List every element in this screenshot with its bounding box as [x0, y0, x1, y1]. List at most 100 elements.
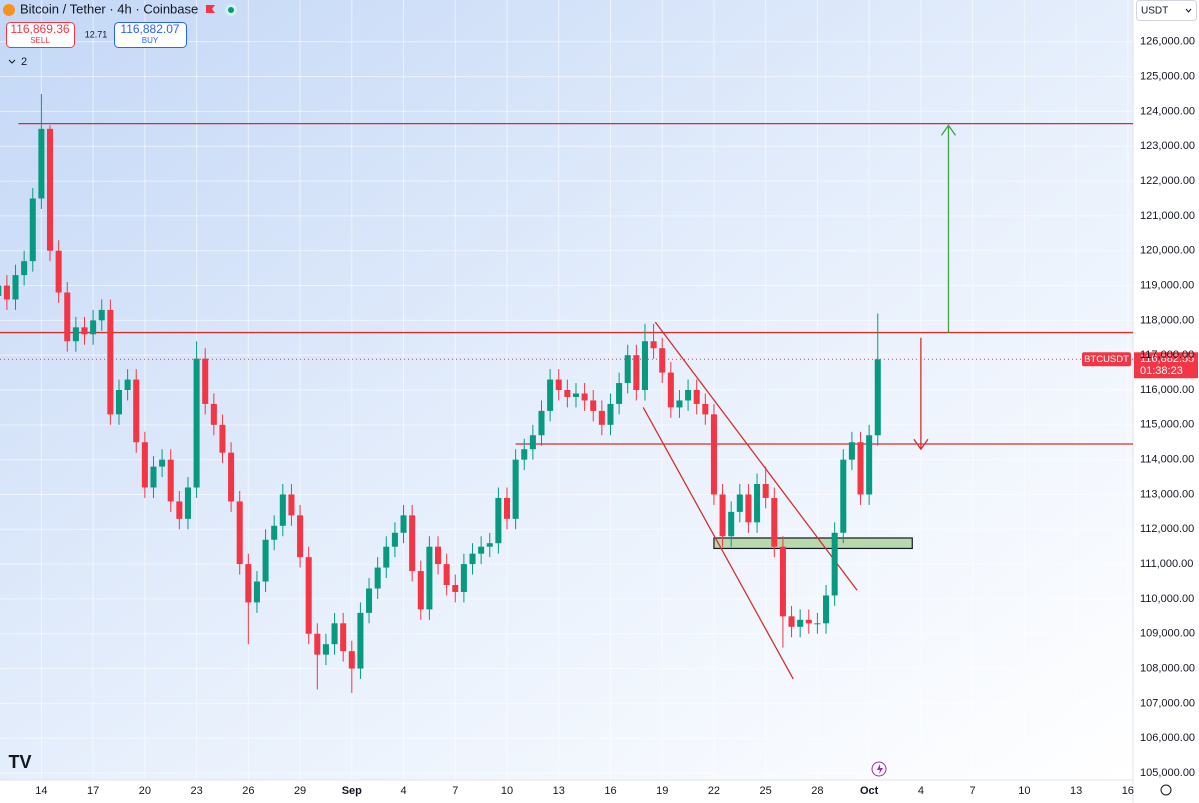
candle-body — [555, 379, 562, 390]
y-tick-label: 116,000.00 — [1140, 384, 1194, 396]
x-tick-label: 19 — [656, 785, 668, 797]
grid — [0, 0, 1133, 780]
candle-body — [452, 585, 459, 592]
candle-body — [391, 532, 398, 547]
candle-body — [400, 515, 407, 533]
candle-body — [245, 564, 252, 603]
x-tick-label: 16 — [1122, 785, 1134, 797]
event-icon — [877, 764, 883, 774]
collapse-icon[interactable] — [8, 59, 16, 64]
candle-body — [81, 327, 88, 335]
candle-body — [754, 484, 761, 523]
x-tick-label: 4 — [400, 785, 406, 797]
candle-body — [193, 358, 200, 488]
price-tag: 116,882.55 — [1140, 353, 1194, 365]
y-tick-label: 107,000.00 — [1140, 697, 1195, 709]
y-tick-label: 112,000.00 — [1140, 523, 1194, 535]
y-tick-label: 120,000.00 — [1140, 245, 1195, 257]
arrow-head — [940, 124, 957, 136]
candle-body — [12, 275, 19, 300]
drawings — [0, 122, 1133, 680]
candle-body — [210, 403, 217, 425]
symbol-icon — [3, 4, 15, 16]
candle-body — [426, 546, 433, 610]
candle-body — [805, 619, 812, 624]
x-tick-label: 16 — [604, 785, 616, 797]
candle-body — [831, 532, 838, 596]
currency-dropdown[interactable] — [1136, 0, 1197, 21]
candle-body — [29, 198, 36, 262]
candle-body — [124, 379, 131, 390]
y-tick-label: 111,000.00 — [1140, 558, 1193, 570]
candle-body — [46, 128, 54, 251]
candle-body — [38, 128, 45, 199]
candle-body — [167, 459, 174, 502]
candle-body — [262, 539, 269, 582]
candle-body — [374, 567, 381, 589]
candle-body — [710, 414, 717, 495]
y-tick-label: 113,000.00 — [1140, 488, 1194, 500]
candle-body — [788, 616, 795, 627]
price-tag-bg — [1134, 352, 1198, 379]
sell-button[interactable] — [6, 22, 75, 48]
candle-body — [719, 494, 726, 537]
candle-body — [228, 452, 235, 502]
candle-body — [460, 564, 467, 592]
x-tick-label: 13 — [1070, 785, 1082, 797]
candle-body — [150, 466, 157, 488]
event-icon[interactable] — [871, 761, 887, 777]
x-tick-label: 26 — [242, 785, 254, 797]
y-tick-label: 117,000.00 — [1140, 349, 1194, 361]
indicators-count[interactable]: 2 — [21, 56, 27, 68]
candle-body — [271, 525, 278, 540]
y-tick-label: 121,000.00 — [1140, 210, 1195, 222]
candle-body — [469, 553, 476, 565]
candle-body — [322, 644, 329, 655]
x-tick-label: 25 — [760, 785, 772, 797]
candle-body — [572, 393, 580, 397]
y-tick-label: 106,000.00 — [1140, 732, 1195, 744]
candle-body — [236, 501, 243, 565]
candle-body — [771, 497, 778, 547]
candle-body — [503, 497, 511, 519]
candle-body — [417, 571, 424, 610]
trend-line — [642, 407, 794, 680]
candle-body — [478, 546, 485, 554]
candle-body — [331, 623, 338, 645]
logo: TV — [8, 752, 31, 772]
candles — [0, 94, 881, 693]
candle-body — [633, 355, 640, 390]
symbol-tag: BTCUSDT — [1084, 354, 1129, 365]
candle-body — [607, 403, 614, 425]
candle-body — [314, 633, 321, 655]
x-tick-label: 7 — [970, 785, 976, 797]
chart-title: Bitcoin / Tether · 4h · Coinbase — [20, 1, 198, 16]
candle-body — [72, 327, 79, 342]
candle-body — [779, 546, 786, 617]
time-axis — [0, 780, 1133, 803]
candle-body — [823, 595, 830, 624]
candle-body — [762, 484, 769, 498]
candle-body — [348, 651, 355, 669]
candle-body — [736, 494, 743, 512]
candle-body — [357, 612, 364, 669]
buy-button[interactable] — [114, 22, 187, 48]
sell-label: SELL — [30, 36, 50, 45]
candle-body — [797, 619, 804, 627]
x-tick-label: 17 — [87, 785, 99, 797]
settings-icon[interactable] — [1160, 784, 1172, 796]
candle-body — [624, 355, 631, 384]
y-tick-label: 109,000.00 — [1140, 628, 1195, 640]
y-tick-label: 124,000.00 — [1140, 105, 1195, 117]
x-tick-label: 10 — [1018, 785, 1030, 797]
candle-body — [202, 358, 209, 404]
candle-body — [857, 442, 864, 495]
candle-body — [219, 424, 226, 453]
candle-body — [866, 435, 873, 495]
y-tick-label: 118,000.00 — [1140, 314, 1194, 326]
candle-body — [340, 623, 347, 652]
candle-body — [874, 359, 881, 436]
candle-body — [814, 623, 821, 625]
x-tick-label: 29 — [294, 785, 306, 797]
